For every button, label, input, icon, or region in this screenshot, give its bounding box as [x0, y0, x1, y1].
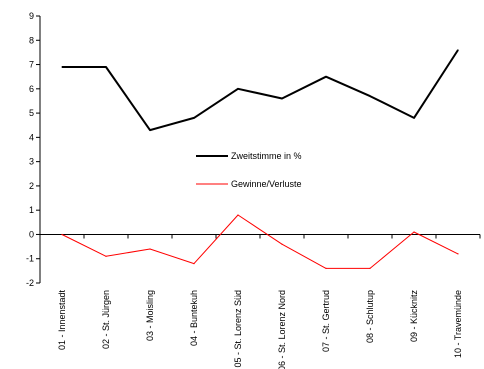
data-point [149, 129, 151, 131]
data-point [105, 255, 107, 257]
data-point [369, 95, 371, 97]
data-point [237, 214, 239, 216]
data-point [281, 97, 283, 100]
y-tick-label: 2 [29, 181, 34, 191]
x-tick-label: 07 - St. Gertrud [321, 290, 331, 352]
x-axis-ticks: 01 - Innenstadt 02 - St. Jürgen 03 - Moisl… [39, 234, 481, 369]
y-tick-label: 8 [29, 35, 34, 45]
x-tick-label: 08 - Schlutup [365, 290, 375, 343]
data-point [237, 88, 239, 90]
data-point [61, 233, 63, 236]
y-tick-label: 6 [29, 84, 34, 94]
x-tick-label: 05 - St. Lorenz Süd [233, 290, 243, 368]
y-tick-label: 9 [29, 11, 34, 21]
data-point [325, 267, 327, 269]
data-point [325, 76, 327, 78]
x-tick-label: 04 - Buntekuh [189, 290, 199, 346]
y-tick-label: 1 [29, 205, 34, 215]
legend-label-gewinne-verluste: Gewinne/Verluste [231, 179, 302, 189]
y-tick-label: 0 [29, 229, 34, 239]
y-axis-ticks: 9 8 7 6 5 4 3 2 1 0 -1 -2 [26, 11, 40, 288]
chart-axes [39, 16, 480, 283]
chart-legend: Zweitstimme in % Gewinne/Verluste [196, 151, 302, 189]
series-line-zweitstimme [62, 49, 459, 132]
y-tick-label: 4 [29, 132, 34, 142]
chart-series [61, 49, 459, 269]
y-tick-label: -2 [26, 278, 34, 288]
legend-label-zweitstimme: Zweitstimme in % [231, 151, 302, 161]
data-point [369, 267, 371, 269]
data-point [61, 66, 63, 68]
series-line-gewinne-verluste [61, 214, 459, 269]
x-tick-label: 01 - Innenstadt [57, 290, 67, 351]
data-point [413, 117, 415, 119]
x-tick-label: 02 - St. Jürgen [101, 290, 111, 349]
data-point [193, 117, 195, 119]
y-tick-label: 3 [29, 157, 34, 167]
y-tick-label: -1 [26, 254, 34, 264]
y-tick-label: 7 [29, 60, 34, 70]
data-point [413, 231, 415, 233]
data-point [193, 263, 195, 265]
data-point [457, 253, 459, 255]
y-tick-label: 5 [29, 108, 34, 118]
data-point [281, 243, 283, 245]
x-tick-label: 06 - St. Lorenz Nord [277, 290, 287, 369]
data-point [457, 49, 459, 51]
x-tick-label: 03 - Moisling [145, 290, 155, 341]
x-tick-label: 09 - Kücknitz [409, 290, 419, 343]
data-point [105, 66, 107, 68]
x-tick-label: 10 - Travemünde [453, 290, 463, 358]
data-point [149, 248, 151, 250]
